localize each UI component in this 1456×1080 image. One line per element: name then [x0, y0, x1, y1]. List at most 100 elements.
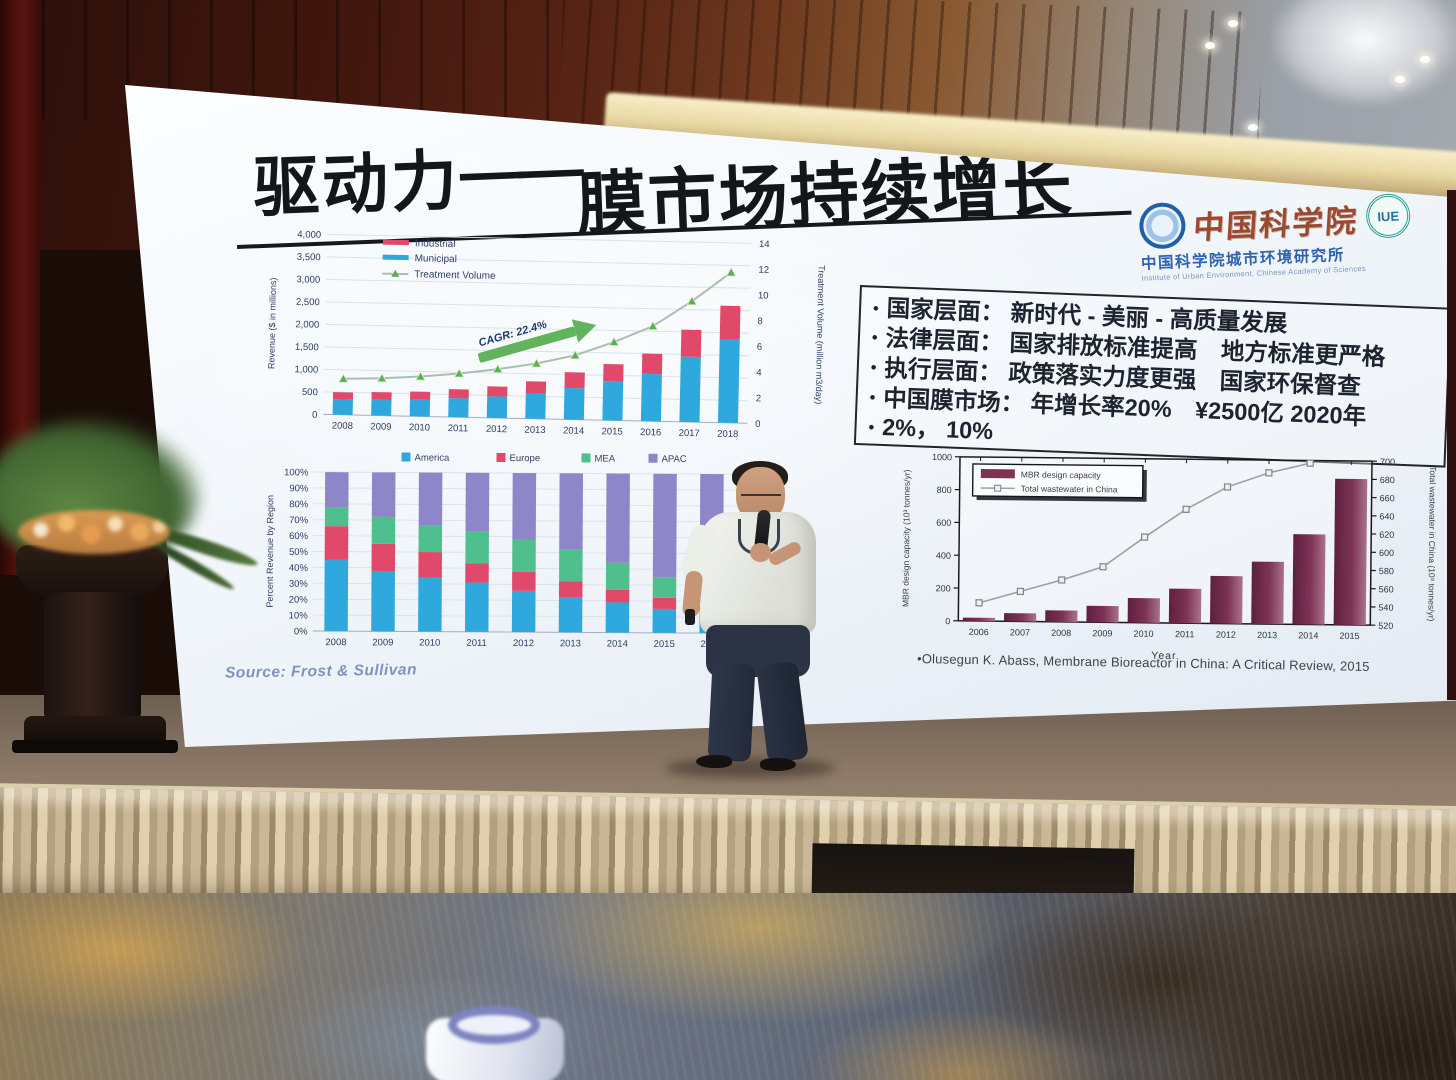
legend-swatch — [382, 254, 409, 261]
line-marker-square — [1140, 533, 1149, 541]
y-axis-tick-label: 80% — [289, 499, 309, 510]
revenue-chart-svg: 0 500 1,000 1,500 2,000 2,500 3,000 3,500 4,000 0… — [266, 229, 827, 440]
right-axis-title: Treatment Volume (million m3/day) — [814, 265, 827, 404]
y-axis-title: Percent Revenue by Region — [265, 495, 276, 608]
industrial-bar — [641, 353, 663, 375]
y-axis-tick-label: 10% — [289, 610, 309, 621]
right-axis-tick-label: 640 — [1379, 511, 1394, 521]
ceiling-light — [1205, 42, 1215, 49]
apac-segment — [512, 473, 537, 540]
industrial-bar — [371, 391, 392, 401]
gridline — [326, 278, 751, 289]
right-axis-tick-label: 540 — [1378, 602, 1393, 612]
mbr-capacity-bar — [1292, 534, 1326, 625]
mbr-capacity-chart: 0 200 400 600 800 1000 520 540 560 580 600 620 640 66… — [896, 442, 1438, 668]
x-axis-tick-label: 2010 — [1134, 629, 1154, 639]
municipal-bar — [409, 399, 431, 417]
apac-segment — [652, 473, 677, 578]
glasses — [741, 489, 781, 496]
line-marker-triangle — [725, 267, 737, 277]
apac-segment — [465, 472, 490, 532]
legend-swatch — [401, 452, 411, 462]
x-axis-tick-label: 2007 — [1010, 627, 1030, 637]
mea-segment — [371, 516, 396, 544]
podium-top — [16, 545, 168, 601]
presenter-shoe — [696, 755, 732, 768]
right-axis-tick-label: 660 — [1380, 493, 1395, 503]
line-marker-triangle — [376, 372, 388, 383]
water-bottle-cap-ring — [448, 1006, 540, 1044]
stage-curtain-right — [1447, 190, 1456, 700]
x-axis-tick-label: 2013 — [560, 638, 581, 649]
policy-bullet-list: • 国家层面： 新时代 - 美丽 - 高质量发展 • 法律层面： 国家排放标准提高 地… — [868, 294, 1437, 465]
y-axis-tick-label: 200 — [936, 583, 951, 593]
europe-segment — [324, 526, 349, 560]
industrial-bar — [448, 389, 469, 399]
legend-label: Municipal — [415, 253, 457, 265]
america-segment — [464, 582, 489, 632]
legend-label: America — [414, 453, 450, 464]
right-axis-tick-label: 14 — [759, 239, 770, 250]
apac-segment — [418, 472, 443, 526]
europe-segment — [371, 543, 396, 572]
municipal-bar — [448, 398, 469, 418]
apac-segment — [606, 473, 630, 563]
right-axis-tick-label: 10 — [758, 290, 769, 301]
municipal-bar — [602, 381, 624, 421]
revenue-chart: 0 500 1,000 1,500 2,000 2,500 3,000 3,500 4,000 0… — [263, 217, 828, 459]
apac-segment — [559, 473, 584, 550]
gridline — [325, 323, 750, 334]
mea-segment — [652, 577, 677, 598]
america-segment — [324, 559, 349, 632]
y-axis-tick-label: 400 — [936, 550, 951, 560]
y-axis-tick-label: 3,000 — [296, 274, 320, 285]
right-axis-tick-label: 560 — [1379, 584, 1394, 594]
gridline — [325, 301, 750, 312]
cas-emblem-icon — [1138, 201, 1187, 250]
europe-segment — [465, 563, 489, 583]
x-axis-tick-label: 2011 — [466, 638, 486, 649]
x-axis-tick-label: 2015 — [1339, 631, 1359, 641]
legend-box — [971, 463, 1144, 499]
y-axis-tick-label: 40% — [289, 563, 309, 574]
presenter — [679, 461, 816, 775]
gridline — [324, 368, 749, 379]
x-axis-tick-label: 2010 — [419, 638, 440, 649]
right-axis-tick-label: 6 — [757, 342, 763, 353]
line-marker-triangle — [686, 295, 698, 306]
slide-title-dash: —— — [458, 130, 578, 209]
europe-segment — [418, 552, 442, 578]
y-axis-tick-label: 60% — [289, 531, 309, 542]
industrial-bar — [603, 363, 624, 382]
cagr-arrow-shaft — [477, 326, 577, 363]
line-marker-triangle — [492, 363, 503, 374]
right-axis-tick-label: 8 — [757, 316, 763, 327]
podium-column — [44, 592, 141, 724]
line-marker-square — [1265, 469, 1273, 477]
y-axis-tick-label: 0 — [312, 410, 318, 421]
y-axis-tick-label: 1,000 — [294, 364, 318, 375]
right-axis-tick-label: 620 — [1379, 530, 1394, 540]
municipal-bar — [525, 393, 546, 420]
mbr-capacity-bar — [1127, 597, 1161, 623]
presenter-shoe — [760, 758, 796, 771]
mbr-chart-svg: 0 200 400 600 800 1000 520 540 560 580 600 620 640 66… — [900, 452, 1438, 662]
legend-label: Treatment Volume — [414, 269, 496, 282]
ceiling-light — [1420, 56, 1430, 63]
cagr-arrow-group: CAGR: 22.4% — [477, 319, 597, 363]
municipal-bar — [679, 356, 701, 423]
line-marker-triangle — [647, 320, 659, 331]
x-axis-tick-label: 2014 — [607, 639, 628, 650]
region-revenue-chart: 0% 10% 20% 30% 40% 50% 60% 70% 80% 90% 100% 2008 200… — [262, 446, 743, 664]
y-axis-tick-label: 1,500 — [295, 342, 319, 353]
legend-swatch — [382, 239, 410, 246]
right-axis-tick-label: 12 — [758, 265, 769, 276]
industrial-bar — [680, 329, 702, 358]
water-bottle-cap — [426, 1006, 564, 1080]
bullet-marker: • — [872, 300, 880, 318]
mbr-capacity-bar — [1210, 575, 1243, 624]
right-axis-tick-label: 2 — [756, 393, 762, 404]
right-axis-tick-label: 580 — [1379, 566, 1394, 576]
y-axis-tick-label: 4,000 — [297, 229, 321, 240]
